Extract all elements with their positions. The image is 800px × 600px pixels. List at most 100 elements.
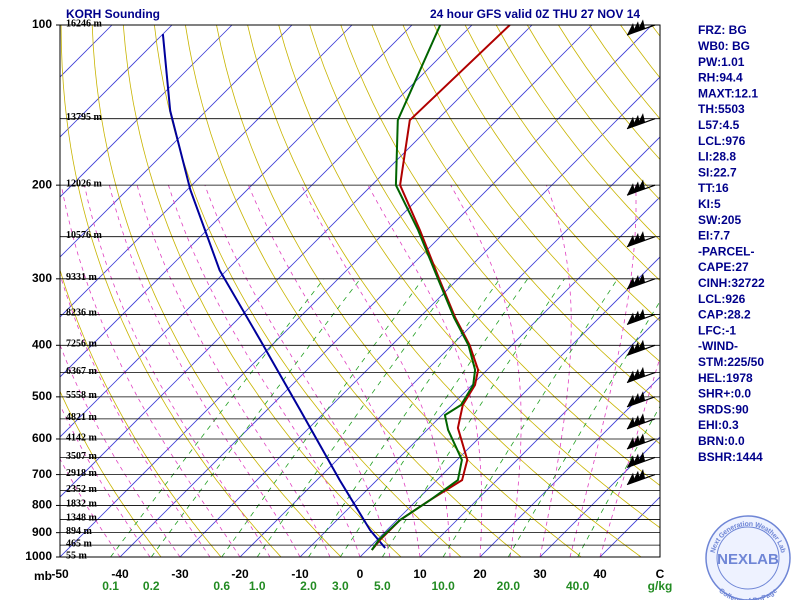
barb-flag bbox=[637, 366, 645, 379]
barb-flag bbox=[637, 19, 645, 32]
barb-staff bbox=[626, 456, 656, 469]
index-item: SI:22.7 bbox=[698, 165, 737, 179]
mixing-ratio-label: 10.0 bbox=[431, 579, 455, 593]
isotherm bbox=[60, 25, 533, 498]
x-tick-label: 40 bbox=[593, 567, 607, 581]
barb-flag bbox=[637, 273, 645, 286]
x-tick-label: 30 bbox=[533, 567, 547, 581]
x-axis-label: C bbox=[656, 567, 665, 581]
logo-ring bbox=[705, 515, 791, 600]
height-label: 3507 m bbox=[66, 451, 98, 462]
height-label: 2918 m bbox=[66, 468, 98, 479]
mixing-ratio-label: 0.2 bbox=[143, 579, 160, 593]
isotherm bbox=[60, 25, 413, 378]
barb-staff bbox=[626, 236, 656, 248]
barb-staff bbox=[626, 118, 656, 130]
y-axis-label: mb bbox=[34, 569, 52, 583]
mixing-ratio-label: 20.0 bbox=[497, 579, 521, 593]
index-item: CAPE:27 bbox=[698, 260, 749, 274]
index-item: EHI:0.3 bbox=[698, 418, 739, 432]
barb-staff bbox=[626, 24, 656, 36]
barb-flag bbox=[637, 468, 645, 481]
x-tick-label: 20 bbox=[473, 567, 487, 581]
wind-barb bbox=[626, 391, 656, 408]
index-item: PW:1.01 bbox=[698, 55, 745, 69]
index-item: L57:4.5 bbox=[698, 118, 740, 132]
index-item: LCL:976 bbox=[698, 134, 746, 148]
index-item: CAP:28.2 bbox=[698, 308, 751, 322]
wind-barb bbox=[626, 451, 656, 469]
moist-adiabat bbox=[539, 184, 572, 557]
height-label: 4821 m bbox=[66, 412, 98, 423]
height-label: 12026 m bbox=[66, 178, 103, 189]
barb-flag bbox=[637, 179, 645, 192]
wind-barb bbox=[626, 366, 656, 384]
moist-adiabat bbox=[450, 184, 522, 557]
index-item: LFC:-1 bbox=[698, 323, 736, 337]
logo-name: NEXLAB bbox=[717, 551, 779, 568]
height-label: 8236 m bbox=[66, 308, 98, 319]
height-label: 10576 m bbox=[66, 230, 103, 241]
profile-line bbox=[370, 25, 477, 551]
x-tick-label: -30 bbox=[171, 567, 189, 581]
x-tick-label: -40 bbox=[111, 567, 129, 581]
mixing-ratio-label: 2.0 bbox=[300, 579, 317, 593]
height-label: 9331 m bbox=[66, 272, 98, 283]
index-item: TH:5503 bbox=[698, 102, 745, 116]
y-tick-label: 100 bbox=[32, 17, 52, 31]
wind-barb bbox=[626, 179, 656, 196]
height-label: 5558 m bbox=[66, 390, 98, 401]
y-tick-label: 1000 bbox=[25, 549, 52, 563]
mixing-ratio-label: 0.6 bbox=[213, 579, 230, 593]
height-label: 1348 m bbox=[66, 513, 98, 524]
y-tick-label: 800 bbox=[32, 498, 52, 512]
barb-staff bbox=[626, 184, 656, 196]
height-label: 465 m bbox=[66, 538, 93, 549]
isotherm bbox=[60, 25, 233, 198]
barb-flag bbox=[637, 339, 645, 352]
height-label: 7256 m bbox=[66, 339, 98, 350]
mixing-ratio-line bbox=[339, 278, 529, 557]
height-label: 2352 m bbox=[66, 484, 98, 495]
chart-subtitle: 24 hour GFS valid 0Z THU 27 NOV 14 bbox=[430, 7, 640, 21]
height-label: 6367 m bbox=[66, 366, 98, 377]
isotherm bbox=[179, 76, 660, 557]
mixing-ratio-label: 5.0 bbox=[374, 579, 391, 593]
moist-adiabat bbox=[60, 272, 211, 557]
y-tick-label: 900 bbox=[32, 525, 52, 539]
wind-barb bbox=[626, 308, 656, 326]
logo: NEXLAB Next Generation Weather Lab Colle… bbox=[705, 515, 791, 600]
mixing-label: g/kg bbox=[648, 579, 673, 593]
y-tick-label: 300 bbox=[32, 271, 52, 285]
moist-adiabat bbox=[204, 184, 391, 557]
x-tick-label: -50 bbox=[51, 567, 69, 581]
index-item: RH:94.4 bbox=[698, 71, 743, 85]
barb-flag bbox=[637, 308, 645, 321]
wind-barb bbox=[626, 113, 656, 130]
index-item: WB0: BG bbox=[698, 39, 750, 53]
isotherm bbox=[60, 25, 293, 258]
x-tick-label: 10 bbox=[413, 567, 427, 581]
barb-flag bbox=[637, 113, 645, 126]
mixing-ratio-line bbox=[381, 278, 565, 557]
index-item: LI:28.8 bbox=[698, 150, 736, 164]
isotherm bbox=[359, 256, 660, 557]
isotherm bbox=[119, 25, 653, 557]
height-label: 894 m bbox=[66, 526, 93, 537]
index-item: BRN:0.0 bbox=[698, 434, 745, 448]
mixing-ratio-label: 1.0 bbox=[249, 579, 266, 593]
barb-staff bbox=[626, 278, 656, 290]
barb-flag bbox=[637, 451, 645, 464]
x-tick-label: -10 bbox=[291, 567, 309, 581]
height-label: 1832 m bbox=[66, 499, 98, 510]
height-label: 4142 m bbox=[66, 432, 98, 443]
index-item: -WIND- bbox=[698, 339, 738, 353]
barb-staff bbox=[626, 474, 656, 486]
index-item: SW:205 bbox=[698, 213, 741, 227]
index-item: EI:7.7 bbox=[698, 229, 730, 243]
barb-staff bbox=[626, 371, 656, 384]
index-item: SRDS:90 bbox=[698, 402, 749, 416]
barb-staff bbox=[626, 344, 656, 356]
wind-barb bbox=[626, 231, 656, 248]
